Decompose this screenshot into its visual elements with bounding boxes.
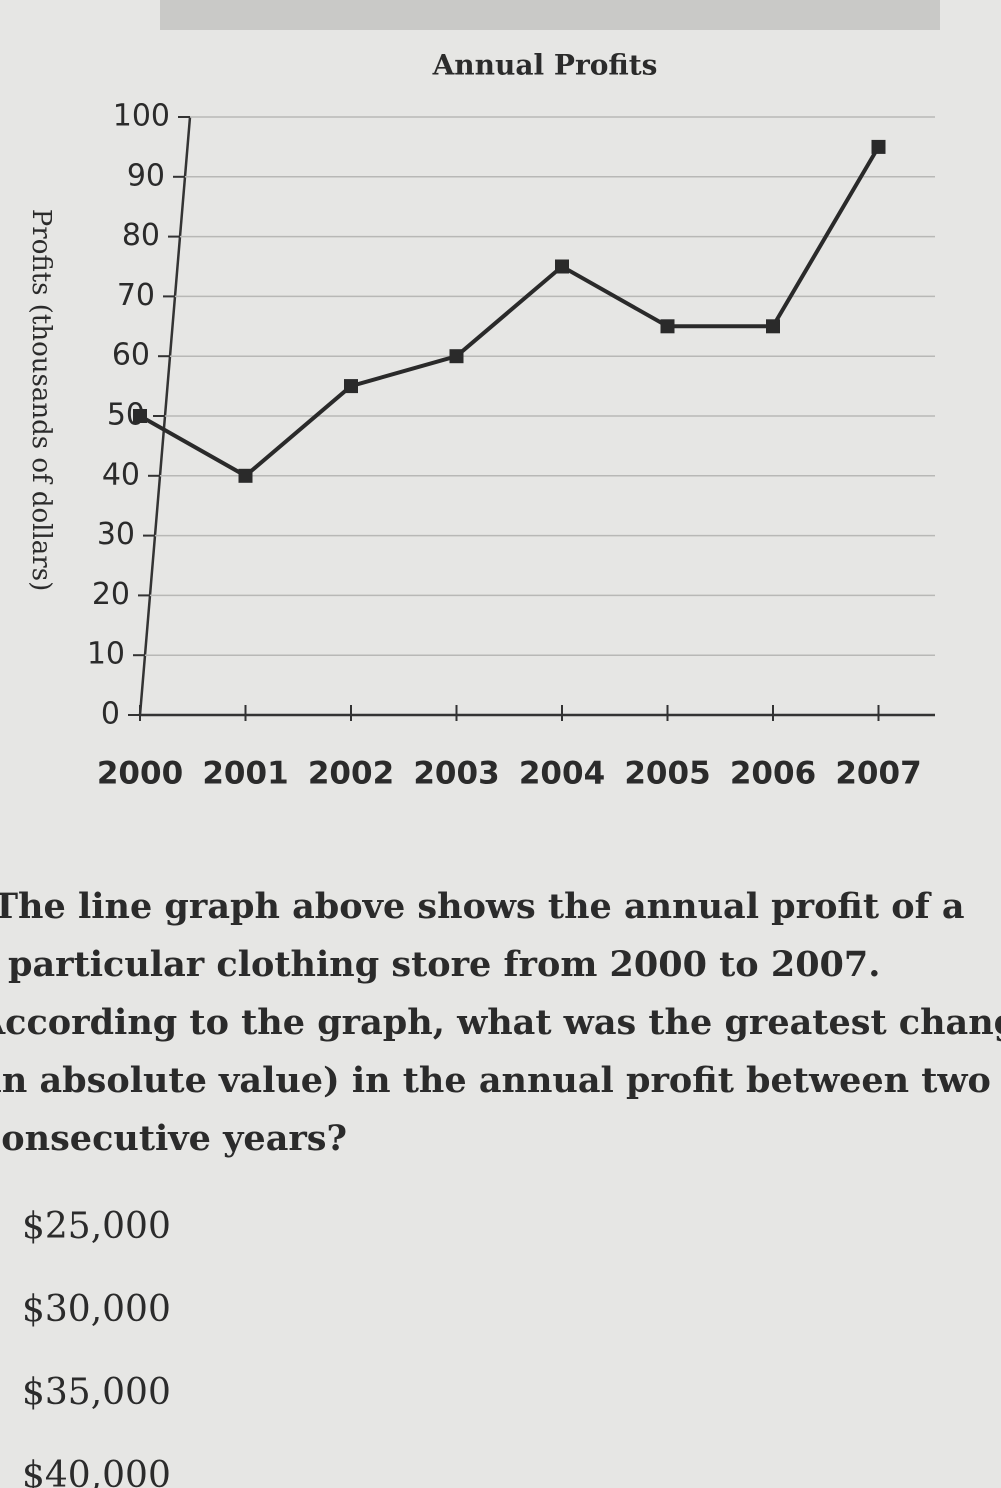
answer-choice: $35,000: [22, 1372, 171, 1413]
x-tick-label: 2003: [413, 756, 499, 792]
answer-choice: $25,000: [22, 1206, 171, 1247]
y-axis-label: Profits (thousands of dollars): [26, 209, 56, 591]
y-tick-label: 10: [87, 637, 125, 672]
data-point: [660, 319, 675, 334]
data-point: [133, 409, 147, 423]
y-tick-label: 0: [101, 697, 120, 732]
question-line: (in absolute value) in the annual profit…: [0, 1060, 991, 1101]
x-tick-label: 2002: [308, 756, 394, 792]
answer-choice: $30,000: [22, 1289, 171, 1330]
chart-title: Annual Profits: [432, 49, 658, 82]
data-point: [344, 379, 358, 394]
page-shadow: [160, 0, 940, 30]
y-tick-label: 70: [117, 278, 155, 313]
y-tick-label: 30: [97, 517, 135, 552]
answer-choice: $40,000: [22, 1455, 171, 1488]
question-line: The line graph above shows the annual pr…: [0, 886, 965, 927]
x-tick-label: 2001: [202, 756, 288, 792]
x-tick-label: 2004: [519, 756, 605, 792]
question-line: particular clothing store from 2000 to 2…: [8, 944, 880, 985]
x-tick-label: 2007: [835, 756, 921, 792]
y-tick-label: 80: [122, 218, 160, 253]
y-tick-label: 40: [102, 457, 140, 492]
data-point: [555, 259, 569, 274]
y-tick-label: 60: [112, 338, 150, 373]
data-point: [766, 319, 780, 334]
data-point: [449, 349, 464, 364]
data-line: [139, 145, 881, 479]
y-tick-label: 100: [113, 99, 170, 134]
y-tick-label: 20: [92, 577, 130, 612]
x-tick-label: 2000: [97, 756, 183, 792]
y-tick-label: 90: [127, 158, 165, 193]
question-line: According to the graph, what was the gre…: [0, 1002, 1001, 1043]
data-point: [871, 139, 886, 154]
data-point: [238, 468, 253, 483]
question-line: consecutive years?: [0, 1118, 347, 1159]
x-tick-label: 2006: [730, 756, 816, 792]
x-tick-label: 2005: [624, 756, 710, 792]
